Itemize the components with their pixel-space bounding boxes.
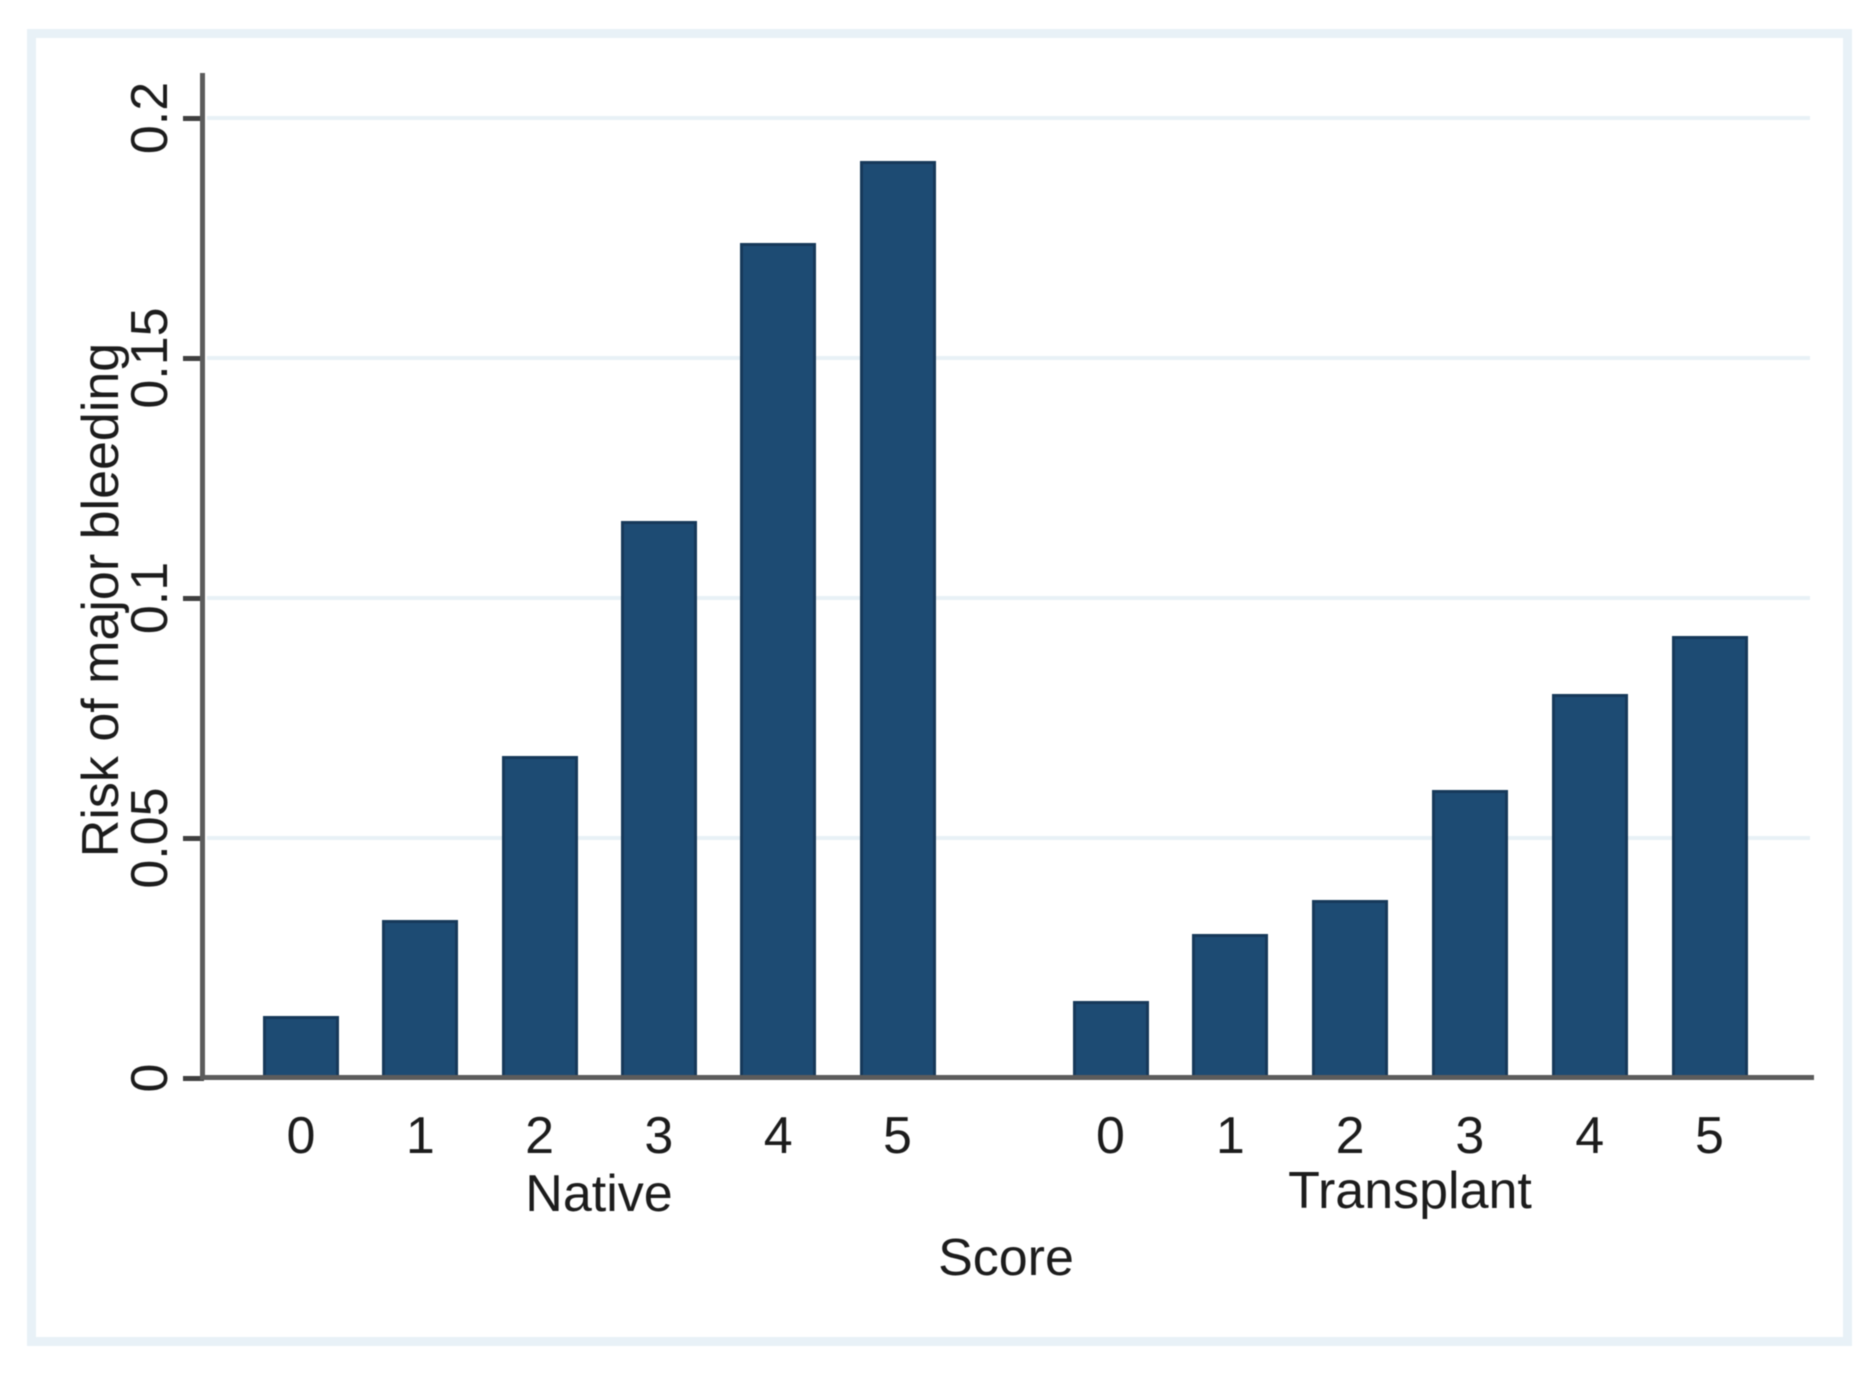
x-tick-label: 0 [1096,1107,1125,1165]
bar-native-5 [859,161,936,1078]
bar-native-0 [263,1016,339,1078]
x-tick-label: 3 [644,1107,674,1165]
x-tick-label: 5 [1695,1107,1724,1165]
bar-native-2 [501,756,578,1078]
bar-transplant-2 [1312,900,1389,1078]
y-axis-title: Risk of major bleeding [72,342,130,858]
y-tick [183,836,204,841]
gridline [207,596,1810,600]
bar-native-3 [620,521,697,1078]
y-tick [183,356,204,361]
bar-transplant-0 [1072,1001,1149,1078]
bar-transplant-3 [1431,790,1508,1078]
x-tick-label: 1 [1215,1107,1245,1165]
gridline [207,116,1810,120]
x-tick-label: 1 [405,1107,435,1165]
bar-transplant-5 [1671,636,1748,1078]
x-axis-title: Score [938,1229,1074,1287]
y-axis-line [200,73,205,1080]
y-tick [183,116,204,121]
x-tick-label: 2 [1335,1107,1365,1165]
bar-native-4 [740,243,817,1078]
bar-transplant-4 [1551,694,1628,1078]
x-tick-label: 4 [1575,1107,1605,1165]
x-tick-label: 4 [763,1107,793,1165]
group-label-transplant: Transplant [1288,1162,1532,1220]
gridline [207,836,1810,840]
x-tick-label: 0 [286,1107,316,1165]
bar-native-1 [382,920,459,1078]
x-tick-label: 5 [883,1107,912,1165]
x-axis-line [200,1075,1814,1080]
x-tick-label: 3 [1455,1107,1485,1165]
gridline [207,356,1810,360]
figure-border-frame [27,29,1852,1346]
y-tick [183,1076,204,1081]
group-label-native: Native [525,1165,673,1223]
y-tick [183,596,204,601]
bar-transplant-1 [1192,934,1269,1078]
x-tick-label: 2 [525,1107,555,1165]
